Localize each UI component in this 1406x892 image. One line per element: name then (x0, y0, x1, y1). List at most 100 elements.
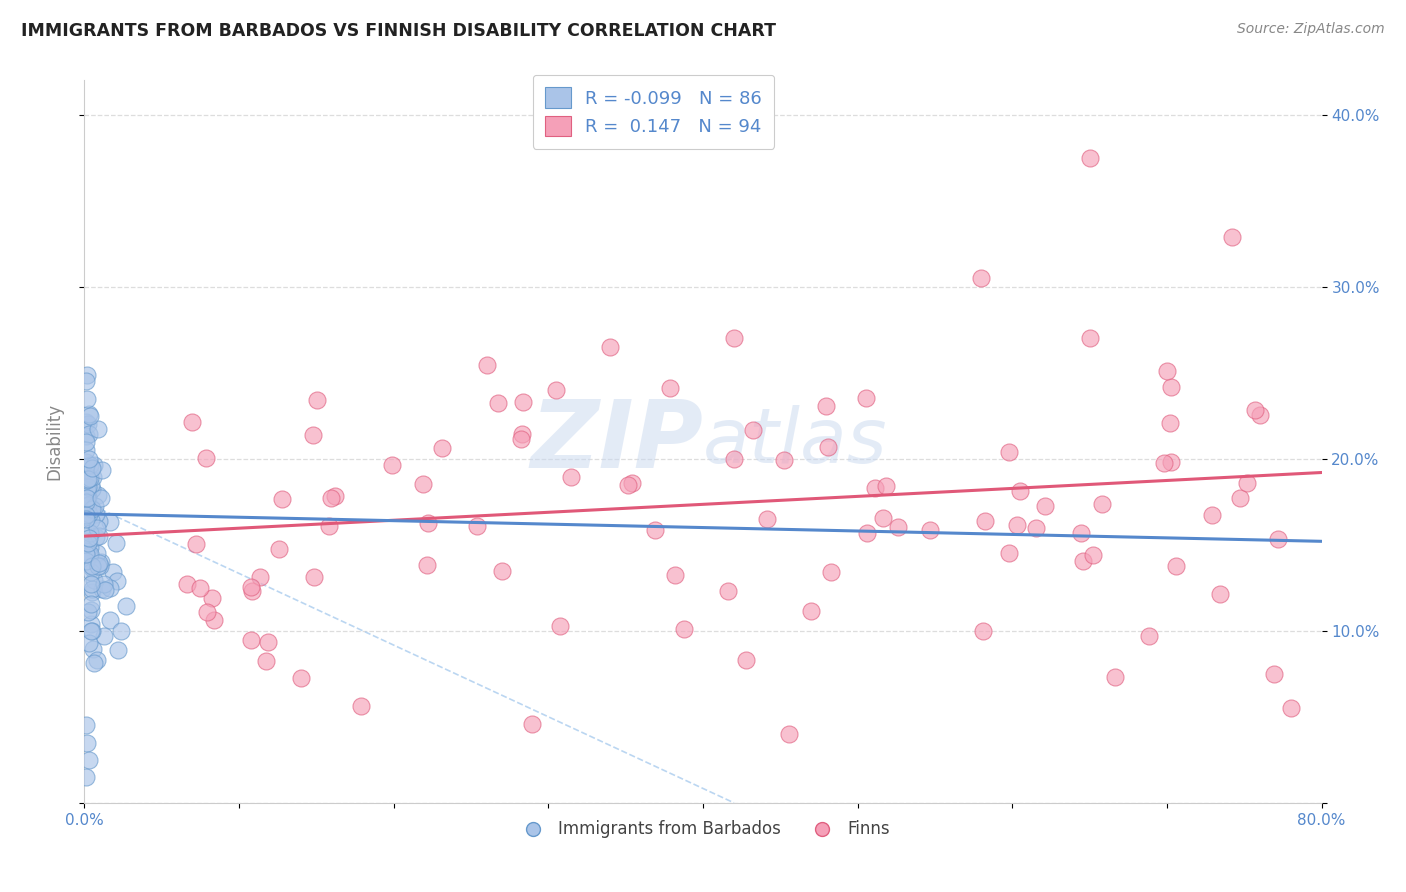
Point (855, 391, 877, 405)
Point (89, 514, 111, 528)
Point (1137, 629, 1160, 643)
Point (970, 271, 993, 285)
Point (77, 535, 100, 549)
Point (98, 581, 121, 595)
Point (75, 455, 97, 469)
Point (75, 770, 97, 784)
Point (79, 540, 101, 554)
Point (239, 580, 262, 594)
Point (76, 479, 98, 493)
Point (105, 574, 128, 588)
Point (82, 501, 104, 516)
Point (76, 368, 98, 382)
Point (80, 565, 103, 579)
Point (672, 622, 695, 636)
Point (195, 450, 218, 465)
Point (202, 613, 225, 627)
Point (87, 422, 110, 436)
Point (107, 643, 129, 657)
Point (89, 491, 111, 505)
Point (76, 490, 98, 504)
Point (77, 451, 100, 466)
Point (1156, 364, 1178, 378)
Point (82, 469, 104, 483)
Point (1078, 151, 1101, 165)
Point (86, 507, 108, 521)
Point (486, 396, 509, 410)
Point (617, 478, 640, 492)
Point (723, 451, 745, 466)
Point (820, 565, 842, 579)
Point (256, 634, 278, 648)
Point (855, 526, 877, 541)
Point (75, 442, 97, 457)
Point (1160, 380, 1182, 394)
Point (103, 565, 125, 579)
Text: ZIP: ZIP (530, 395, 703, 488)
Point (1263, 667, 1285, 681)
Point (467, 518, 489, 533)
Point (84, 499, 107, 513)
Point (90, 463, 112, 477)
Point (271, 492, 294, 507)
Point (201, 591, 224, 606)
Point (1236, 475, 1258, 490)
Text: Source: ZipAtlas.com: Source: ZipAtlas.com (1237, 22, 1385, 37)
Point (267, 542, 290, 557)
Point (418, 516, 440, 531)
Point (546, 384, 568, 398)
Point (240, 583, 263, 598)
Point (664, 568, 686, 582)
Point (87, 488, 110, 502)
Point (814, 399, 837, 413)
Point (1071, 553, 1094, 567)
Point (1078, 331, 1101, 345)
Point (510, 427, 533, 442)
Point (621, 476, 644, 491)
Point (83, 573, 105, 587)
Point (240, 632, 263, 647)
Point (658, 381, 681, 395)
Point (79, 458, 101, 472)
Point (180, 415, 202, 429)
Point (80, 597, 103, 611)
Point (80, 624, 103, 639)
Point (77, 636, 100, 650)
Point (302, 428, 325, 442)
Point (742, 423, 765, 437)
Point (1341, 701, 1364, 715)
Point (75, 718, 97, 732)
Point (430, 441, 453, 455)
Point (304, 569, 326, 583)
Point (77, 472, 100, 486)
Point (319, 491, 342, 505)
Point (184, 537, 207, 551)
Point (290, 671, 312, 685)
Point (1008, 484, 1031, 499)
Point (82, 642, 104, 657)
Point (75, 518, 97, 533)
Point (75, 508, 97, 522)
Point (305, 392, 328, 407)
Point (80, 584, 103, 599)
Point (1104, 670, 1126, 684)
Point (87, 558, 110, 573)
Point (1159, 417, 1181, 431)
Text: atlas: atlas (703, 405, 887, 478)
Point (94, 582, 117, 597)
Point (1229, 491, 1251, 506)
Point (104, 536, 127, 550)
Point (920, 523, 942, 537)
Point (886, 520, 908, 534)
Point (110, 624, 132, 638)
Point (817, 440, 839, 454)
Point (520, 716, 543, 731)
Point (1025, 521, 1047, 535)
Point (512, 394, 534, 409)
Point (79, 526, 101, 541)
Point (76, 483, 98, 498)
Point (80, 513, 103, 527)
Point (80, 576, 103, 591)
Point (249, 570, 271, 584)
Point (80, 561, 103, 575)
